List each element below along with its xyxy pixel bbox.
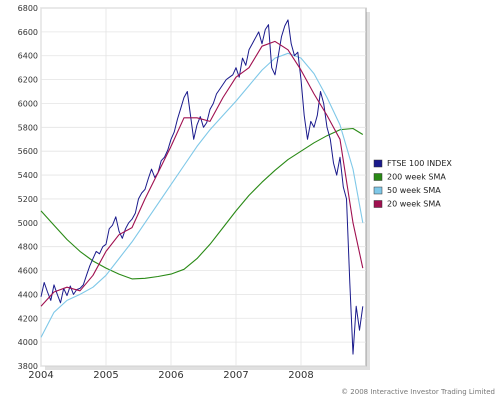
- plot-area: [40, 7, 370, 370]
- y-tick-label: 5200: [18, 195, 38, 204]
- legend-swatch: [373, 200, 383, 208]
- series-line-ftse-100-index: [40, 19, 364, 355]
- y-tick-label: 4600: [18, 267, 38, 276]
- legend-swatch: [373, 186, 383, 195]
- series-lines: [40, 19, 364, 355]
- y-tick-label: 5400: [18, 171, 38, 180]
- y-tick-label: 4400: [18, 290, 38, 299]
- y-tick-label: 4000: [18, 338, 38, 347]
- series-line-20-week-sma: [40, 40, 364, 307]
- legend-swatch: [373, 159, 383, 168]
- legend-label: 200 week SMA: [387, 173, 446, 182]
- series-line-200-week-sma: [40, 127, 364, 280]
- legend-swatch: [373, 173, 383, 181]
- legend-label: 20 week SMA: [387, 200, 441, 209]
- legend-label: 50 week SMA: [387, 186, 441, 195]
- y-tick-label: 6800: [18, 4, 38, 13]
- plot-background: [40, 7, 367, 367]
- legend-label: FTSE 100 INDEX: [387, 159, 452, 168]
- y-tick-label: 5600: [18, 147, 38, 156]
- x-tick-label: 2006: [158, 370, 183, 381]
- y-tick-label: 3800: [18, 362, 38, 371]
- legend: FTSE 100 INDEX 200 week SMA 50 week SMA 20 …: [373, 159, 452, 209]
- axes: 3800 4000 4200 4400 4600 4800 5000 5200 5400 5600…: [18, 4, 314, 381]
- y-tick-label: 5000: [18, 219, 38, 228]
- x-tick-label: 2005: [93, 370, 118, 381]
- y-tick-label: 6000: [18, 99, 38, 108]
- y-tick-label: 5800: [18, 123, 38, 132]
- y-tick-label: 6600: [18, 28, 38, 37]
- series-line-50-week-sma: [40, 52, 364, 338]
- y-tick-label: 6400: [18, 52, 38, 61]
- x-tick-label: 2007: [223, 370, 248, 381]
- x-tick-label: 2004: [28, 370, 53, 381]
- y-tick-label: 4800: [18, 243, 38, 252]
- x-tick-label: 2008: [288, 370, 313, 381]
- copyright-text: © 2008 Interactive Investor Trading Limi…: [341, 388, 495, 396]
- y-tick-label: 4200: [18, 314, 38, 323]
- y-tick-label: 6200: [18, 76, 38, 85]
